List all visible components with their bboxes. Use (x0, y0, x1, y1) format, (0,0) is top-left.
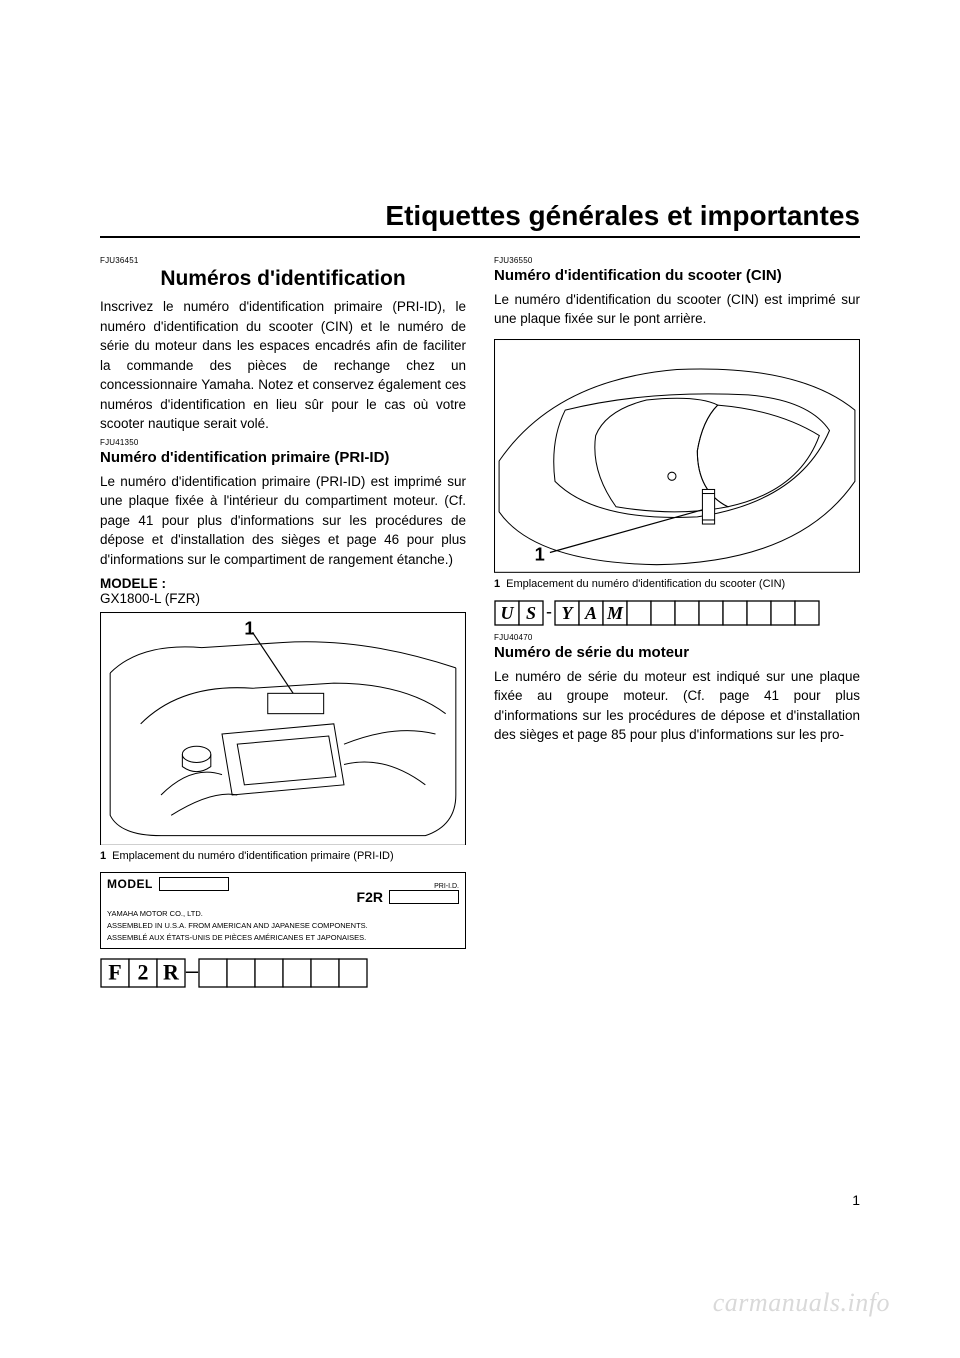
paragraph: Inscrivez le numéro d'identification pri… (100, 297, 466, 434)
svg-text:S: S (526, 603, 536, 623)
plate-line2: ASSEMBLED IN U.S.A. FROM AMERICAN AND JA… (107, 921, 459, 930)
subsection-heading: Numéro d'identification du scooter (CIN) (494, 267, 860, 286)
figure-callout-number: 1 (244, 617, 254, 638)
svg-text:-: - (546, 601, 552, 621)
figure-callout-number: 1 (535, 544, 545, 565)
figure-caption: 1 Emplacement du numéro d'identification… (494, 577, 860, 591)
figure-caption: 1 Emplacement du numéro d'identification… (100, 849, 466, 863)
page-title: Etiquettes générales et importantes (100, 200, 860, 236)
plate-priid-box (389, 890, 459, 904)
svg-text:R: R (163, 960, 180, 985)
page-number: 1 (852, 1192, 860, 1208)
page: Etiquettes générales et importantes FJU3… (0, 0, 960, 1358)
subsection-heading: Numéro d'identification primaire (PRI-ID… (100, 449, 466, 468)
code-bar-usyam: US-YAM (494, 599, 860, 627)
svg-text:2: 2 (138, 960, 149, 985)
ref-code: FJU40470 (494, 633, 860, 642)
model-value: GX1800-L (FZR) (100, 591, 466, 606)
plate-line3: ASSEMBLÉ AUX ÉTATS-UNIS DE PIÈCES AMÉRIC… (107, 933, 459, 942)
model-label: MODELE : (100, 576, 466, 591)
watermark: carmanuals.info (713, 1288, 890, 1318)
id-plate: MODEL PRI-I.D. F2R YAMAHA MOTOR CO., LTD… (100, 872, 466, 949)
caption-text: Emplacement du numéro d'identification p… (112, 849, 394, 863)
svg-text:U: U (501, 603, 515, 623)
paragraph: Le numéro d'identification primaire (PRI… (100, 472, 466, 570)
svg-text:F: F (108, 960, 121, 985)
columns: FJU36451 Numéros d'identification Inscri… (100, 252, 860, 989)
plate-f2r: F2R (357, 889, 383, 906)
ref-code: FJU36550 (494, 256, 860, 265)
right-column: FJU36550 Numéro d'identification du scoo… (494, 252, 860, 989)
plate-model-box (159, 877, 229, 891)
plate-model-word: MODEL (107, 877, 153, 891)
caption-number: 1 (494, 577, 500, 591)
left-column: FJU36451 Numéros d'identification Inscri… (100, 252, 466, 989)
ref-code: FJU41350 (100, 438, 466, 447)
plate-line1: YAMAHA MOTOR CO., LTD. (107, 909, 459, 918)
caption-number: 1 (100, 849, 106, 863)
paragraph: Le numéro de série du moteur est indiqué… (494, 667, 860, 745)
header: Etiquettes générales et importantes (100, 200, 860, 238)
figure-cin: 1 (494, 339, 860, 573)
subsection-heading: Numéro de série du moteur (494, 644, 860, 663)
svg-text:M: M (606, 603, 624, 623)
ref-code: FJU36451 (100, 256, 466, 265)
svg-text:–: – (186, 958, 199, 983)
section-heading: Numéros d'identification (100, 267, 466, 291)
caption-text: Emplacement du numéro d'identification d… (506, 577, 785, 591)
paragraph: Le numéro d'identification du scooter (C… (494, 290, 860, 329)
code-bar-f2r: F2R– (100, 957, 466, 989)
svg-text:A: A (584, 603, 597, 623)
figure-pri-id: 1 (100, 612, 466, 846)
